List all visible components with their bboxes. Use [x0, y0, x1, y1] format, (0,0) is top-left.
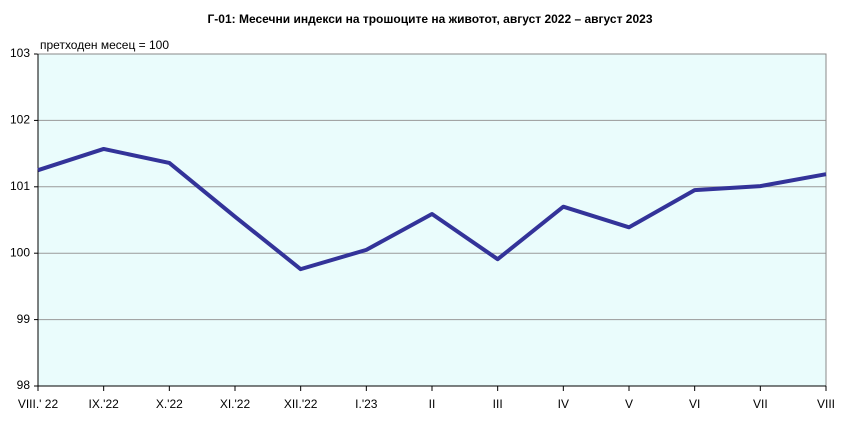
x-tick-label: III [493, 397, 503, 411]
y-tick-label: 101 [10, 179, 30, 193]
x-tick-label: V [625, 397, 633, 411]
x-tick-label: IX.'22 [89, 397, 120, 411]
y-tick-label: 103 [10, 46, 30, 60]
x-tick-label: XI.'22 [220, 397, 251, 411]
y-tick-label: 102 [10, 113, 30, 127]
x-tick-label: X.'22 [156, 397, 183, 411]
x-tick-label: I.'23 [355, 397, 378, 411]
x-tick-label: VIII [817, 397, 835, 411]
y-tick-label: 100 [10, 245, 30, 259]
chart-title: Г-01: Месечни индекси на трошоците на жи… [207, 12, 652, 26]
subtitle: претходен месец = 100 [40, 38, 169, 52]
x-tick-label: IV [558, 397, 569, 411]
line [37, 146, 827, 272]
x-tick-label: II [429, 397, 436, 411]
x-tick-label: VII [753, 397, 768, 411]
y-tick-label: 98 [17, 378, 31, 392]
x-tick-label: VI [689, 397, 700, 411]
plot-area [38, 54, 826, 386]
y-tick-label: 99 [17, 312, 31, 326]
x-tick-label: VIII.' 22 [18, 397, 59, 411]
x-tick-label: XII.'22 [284, 397, 318, 411]
